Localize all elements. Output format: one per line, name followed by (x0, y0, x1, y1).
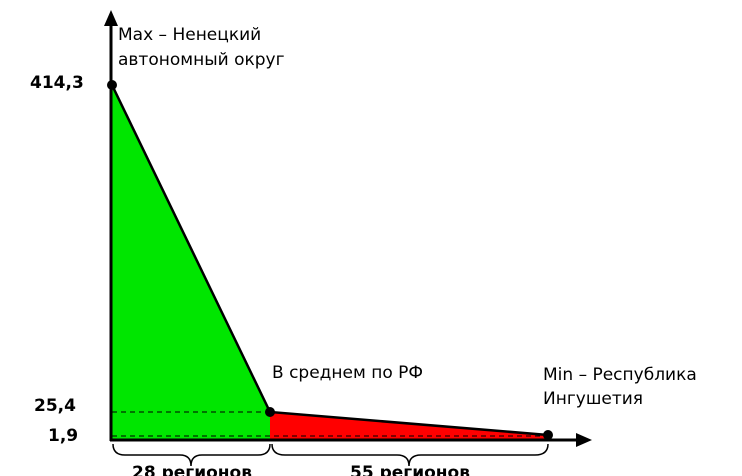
mean-point (265, 407, 275, 417)
x-arrow (576, 433, 592, 447)
green-area (112, 85, 270, 440)
mean-annotation: В среднем по РФ (272, 363, 423, 383)
min-point (543, 430, 553, 440)
max-point (107, 80, 117, 90)
min-annotation: Ингушетия (543, 389, 643, 409)
max-annotation: автономный округ (118, 50, 285, 70)
y-arrow (104, 10, 118, 26)
left-group-label: 28 регионов (132, 463, 252, 476)
left-brace (112, 443, 271, 467)
right-brace (271, 443, 549, 467)
max-label: 414,3 (30, 73, 84, 93)
right-group-label: 55 регионов (350, 463, 470, 476)
max-annotation: Max – Ненецкий (118, 25, 261, 45)
min-label: 1,9 (48, 426, 78, 446)
min-annotation: Min – Республика (543, 365, 697, 385)
mean-label: 25,4 (34, 396, 76, 416)
